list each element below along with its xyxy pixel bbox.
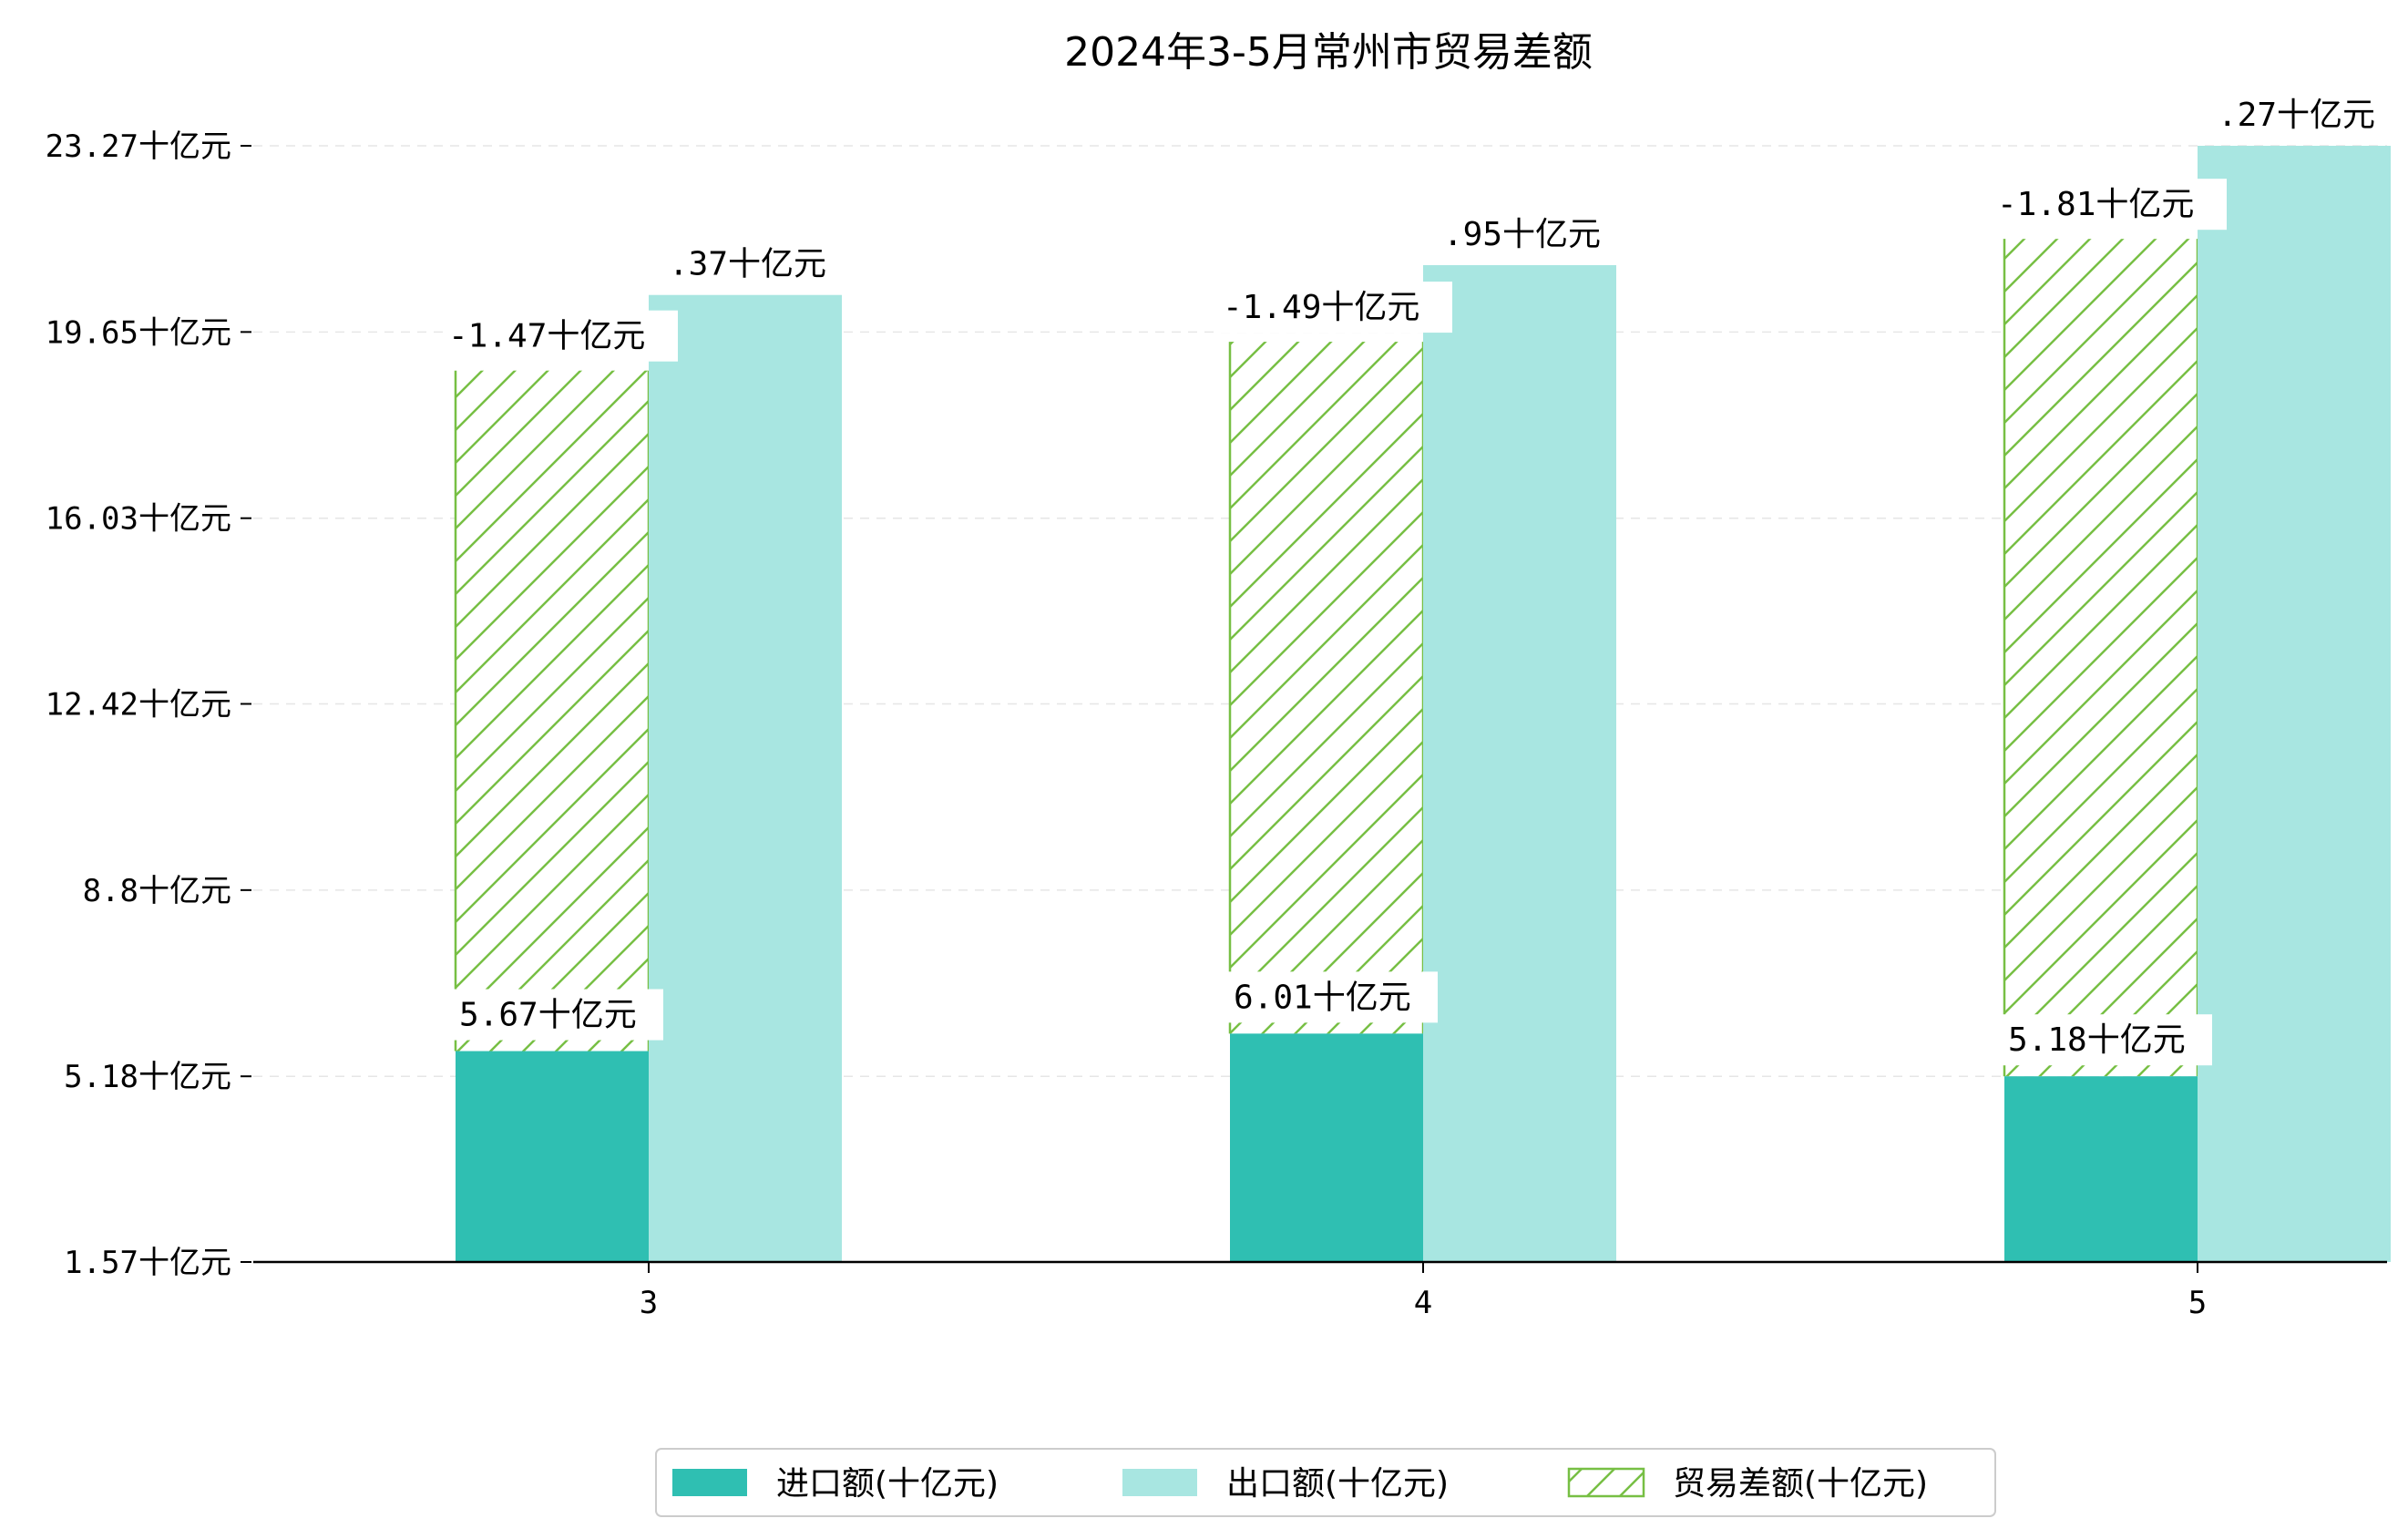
data-labels: .37十亿元 -1.47十亿元 5.67十亿元 .95十亿元 -1.49十亿元 6.01十… [443, 89, 2402, 1066]
import-data-label-bg [2001, 1014, 2212, 1066]
balance-data-label-bg [1217, 282, 1452, 333]
legend-swatch [1122, 1469, 1197, 1496]
export-data-label-bg [1436, 208, 1627, 260]
legend-label: 贸易差额(十亿元) [1673, 1465, 1928, 1503]
import-data-label-bg [452, 989, 663, 1041]
legend-label: 出口额(十亿元) [1226, 1465, 1449, 1503]
y-tick-label: 1.57十亿元 [64, 1245, 231, 1281]
y-tick-label: 23.27十亿元 [46, 128, 231, 165]
import-data-label-bg [1226, 971, 1438, 1023]
y-tick-label: 12.42十亿元 [46, 687, 231, 723]
x-tick-label: 5 [2188, 1285, 2207, 1321]
balance-data-label-bg [443, 310, 678, 362]
x-tick-label: 3 [640, 1285, 658, 1321]
balance-bar [1230, 342, 1423, 1034]
export-data-label: .27十亿元 [2218, 97, 2375, 134]
chart-title: 2024年3-5月常州市贸易差额 [1064, 29, 1593, 76]
export-data-label: .95十亿元 [1443, 216, 1601, 253]
y-tick-label: 16.03十亿元 [46, 501, 231, 538]
bars [454, 146, 2391, 1262]
export-bar [2198, 146, 2391, 1262]
legend: 进口额(十亿元) 出口额(十亿元) 贸易差额(十亿元) [655, 1448, 1996, 1517]
import-data-label: 6.01十亿元 [1234, 979, 1411, 1016]
y-tick-label: 5.18十亿元 [64, 1059, 231, 1095]
balance-data-label: -1.81十亿元 [1997, 186, 2194, 223]
import-data-label: 5.67十亿元 [459, 997, 637, 1034]
balance-bar [456, 370, 649, 1052]
import-bar [1230, 1033, 1423, 1262]
y-tick-label: 8.8十亿元 [83, 873, 231, 909]
axes: 1.57十亿元 5.18十亿元 8.8十亿元 12.42十亿元 16.03十亿元 19.6… [46, 128, 2387, 1321]
export-data-label: .37十亿元 [669, 246, 826, 283]
import-data-label: 5.18十亿元 [2008, 1021, 2186, 1059]
export-bar [1423, 264, 1616, 1262]
export-bar [649, 294, 842, 1262]
y-tick-label: 19.65十亿元 [46, 314, 231, 351]
import-bar [2004, 1076, 2198, 1262]
legend-label: 进口额(十亿元) [776, 1465, 999, 1503]
x-tick-label: 4 [1414, 1285, 1432, 1321]
balance-data-label: -1.47十亿元 [448, 318, 645, 355]
export-data-label-bg [661, 238, 853, 290]
import-bar [456, 1051, 649, 1262]
legend-box [655, 1448, 1996, 1517]
legend-swatch [1567, 1467, 1645, 1498]
export-data-label-bg [2210, 89, 2402, 140]
balance-data-label-bg [1992, 179, 2227, 231]
balance-bar [2004, 239, 2198, 1077]
balance-data-label: -1.49十亿元 [1223, 289, 1419, 326]
legend-swatch [672, 1469, 747, 1496]
